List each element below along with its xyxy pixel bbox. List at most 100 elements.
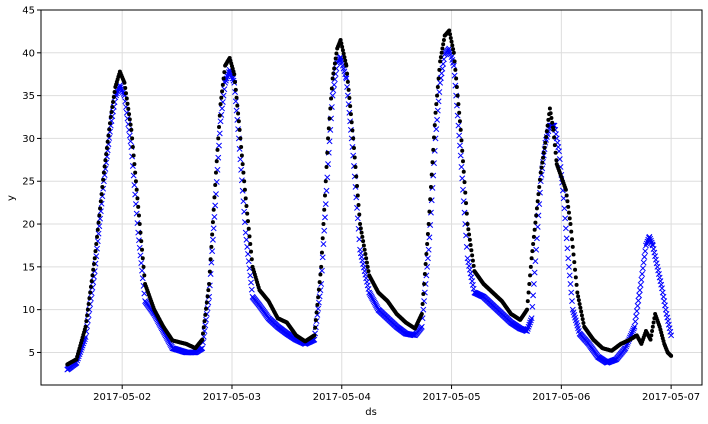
forecast-point [354, 215, 361, 222]
actual-point [249, 257, 254, 262]
actual-point [333, 56, 338, 61]
actual-point [432, 135, 437, 140]
actual-point [354, 174, 359, 179]
actual-point [233, 87, 238, 92]
x-axis-label: ds [365, 407, 377, 418]
actual-point [347, 95, 352, 100]
forecast-point [638, 276, 645, 283]
actual-point [542, 145, 547, 150]
forecast-point [563, 235, 570, 242]
actual-point [464, 201, 469, 206]
actual-point [90, 273, 95, 278]
actual-point [329, 96, 334, 101]
actual-point [89, 279, 94, 284]
actual-point [331, 71, 336, 76]
y-tick-label: 25 [22, 177, 35, 188]
actual-point [458, 127, 463, 132]
actual-point [471, 263, 476, 268]
actual-point [219, 95, 224, 100]
plot-area-background [41, 10, 702, 385]
actual-point [439, 50, 444, 55]
y-tick-label: 45 [22, 6, 35, 17]
actual-point [345, 71, 350, 76]
actual-point [462, 180, 467, 185]
y-axis: 5 10 15 20 25 30 35 40 45 [22, 6, 41, 359]
actual-point [576, 294, 581, 299]
actual-point [361, 243, 366, 248]
actual-point [649, 333, 654, 338]
actual-point [312, 333, 317, 338]
actual-point [348, 104, 353, 109]
forecast-point [424, 255, 431, 262]
y-tick-label: 35 [22, 91, 35, 102]
actual-point [102, 164, 107, 169]
actual-point [669, 353, 674, 358]
actual-point [358, 226, 363, 231]
actual-point [323, 179, 328, 184]
actual-point [236, 111, 241, 116]
actual-point [139, 239, 144, 244]
actual-point [140, 247, 145, 252]
actual-point [133, 170, 138, 175]
actual-point [316, 287, 321, 292]
actual-point [210, 232, 215, 237]
actual-point [100, 184, 105, 189]
actual-point [351, 136, 356, 141]
actual-point [435, 93, 440, 98]
actual-point [425, 232, 430, 237]
actual-point [575, 290, 580, 295]
actual-point [553, 150, 558, 155]
actual-point [543, 140, 548, 145]
actual-point [346, 87, 351, 92]
actual-point [340, 44, 345, 49]
forecast-point [634, 302, 641, 309]
actual-point [441, 42, 446, 47]
actual-point [447, 28, 452, 33]
actual-point [130, 144, 135, 149]
actual-point [450, 43, 455, 48]
actual-point [324, 164, 329, 169]
forecast-point [633, 313, 640, 320]
actual-point [565, 199, 570, 204]
actual-point [126, 106, 131, 111]
actual-point [570, 244, 575, 249]
actual-point [245, 211, 250, 216]
actual-point [214, 159, 219, 164]
actual-point [579, 313, 584, 318]
actual-point [436, 76, 441, 81]
forecast-point [632, 318, 639, 325]
actual-point [577, 301, 582, 306]
actual-point [209, 244, 214, 249]
forecast-point [567, 281, 574, 287]
actual-point [85, 307, 90, 312]
actual-point [246, 226, 251, 231]
x-tick-label: 2017-05-02 [93, 392, 151, 403]
actual-point [451, 50, 456, 55]
actual-point [466, 227, 471, 232]
forecast-point [639, 271, 646, 277]
actual-point [136, 213, 141, 218]
actual-point [207, 269, 212, 274]
actual-point [470, 258, 475, 263]
actual-point [534, 206, 539, 211]
actual-point [140, 256, 145, 261]
actual-point [527, 281, 532, 286]
actual-point [434, 102, 439, 107]
forecast-point [212, 202, 219, 209]
actual-point [220, 89, 225, 94]
actual-point [437, 67, 442, 72]
actual-point [531, 234, 536, 239]
forecast-point [569, 298, 575, 305]
actual-point [537, 177, 542, 182]
actual-point [531, 242, 536, 247]
actual-point [315, 302, 320, 307]
actual-point [314, 310, 319, 315]
actual-point [241, 170, 246, 175]
actual-point [544, 134, 549, 139]
actual-point [438, 59, 443, 64]
actual-point [249, 249, 254, 254]
actual-point [650, 324, 655, 329]
actual-point [238, 136, 243, 141]
actual-point [528, 264, 533, 269]
actual-point [548, 111, 553, 116]
